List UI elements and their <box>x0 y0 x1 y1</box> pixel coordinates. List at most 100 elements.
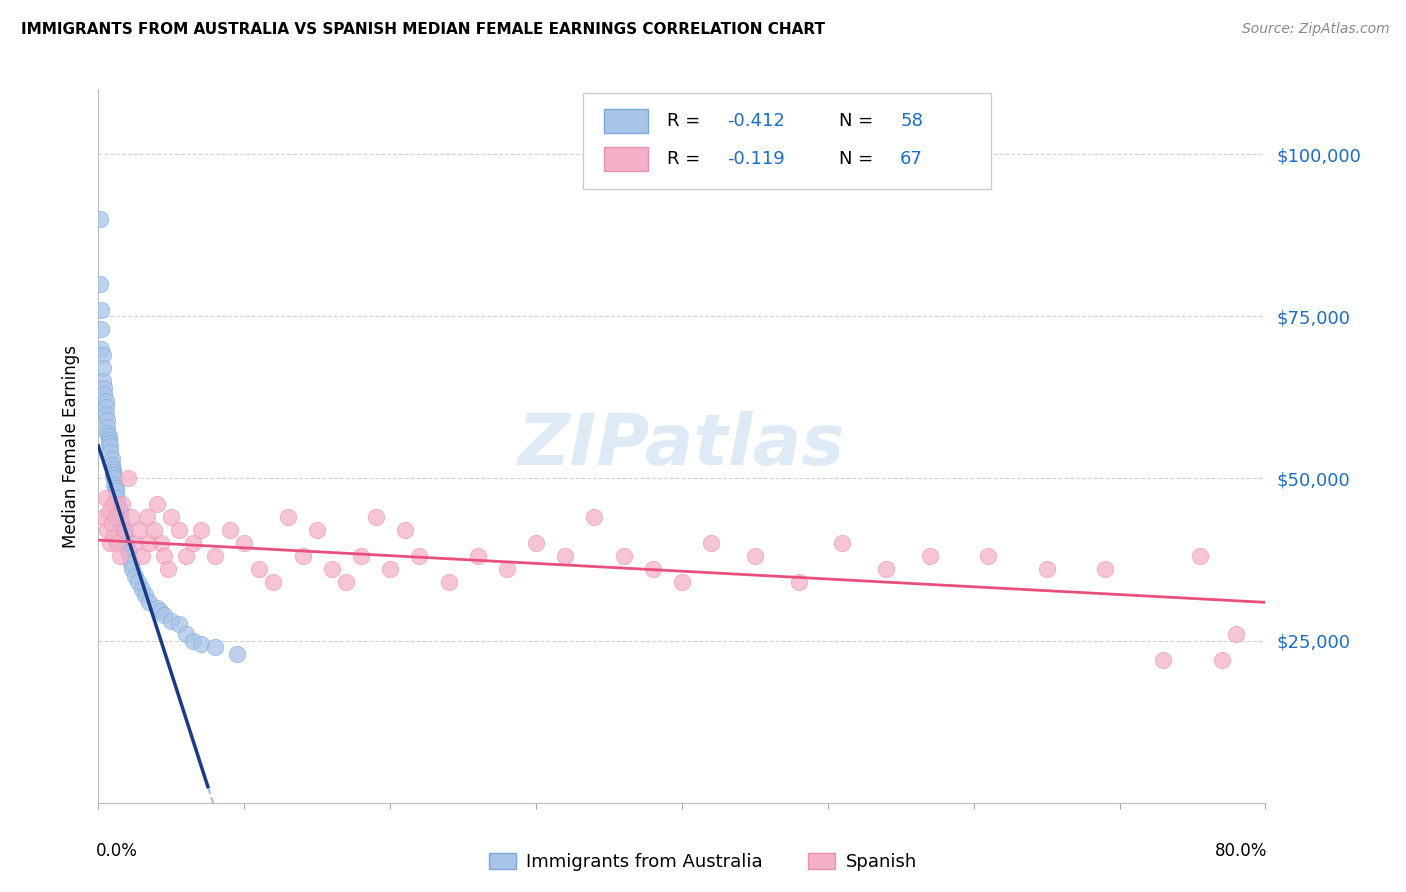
Point <box>127 575 149 590</box>
Point <box>247 562 270 576</box>
Point <box>94 400 117 414</box>
Text: ZIPatlas: ZIPatlas <box>519 411 845 481</box>
Point <box>153 549 176 564</box>
Point <box>142 524 165 538</box>
Point <box>98 439 121 453</box>
Point <box>93 510 115 524</box>
Point <box>101 468 124 483</box>
Point <box>124 568 146 582</box>
Point <box>93 387 115 401</box>
Text: N =: N = <box>839 112 879 130</box>
Point <box>408 549 430 564</box>
Point <box>128 524 150 538</box>
Point <box>700 536 723 550</box>
Point <box>120 556 142 570</box>
Point <box>918 549 941 564</box>
Point <box>100 452 122 467</box>
Point <box>118 546 141 560</box>
Point <box>111 516 134 531</box>
Point <box>160 614 183 628</box>
Point <box>1211 653 1233 667</box>
Point <box>174 627 197 641</box>
Point <box>138 595 160 609</box>
Point <box>100 516 122 531</box>
Point <box>110 510 132 524</box>
Point <box>90 322 112 336</box>
Point <box>524 536 547 550</box>
Text: 67: 67 <box>900 150 922 168</box>
Point <box>1094 562 1116 576</box>
Text: 80.0%: 80.0% <box>1215 842 1268 860</box>
Point <box>977 549 1000 564</box>
Point <box>744 549 766 564</box>
Point <box>101 497 124 511</box>
Point <box>641 562 664 576</box>
Text: R =: R = <box>666 150 706 168</box>
Point <box>467 549 489 564</box>
Point <box>101 461 124 475</box>
Point <box>204 640 226 654</box>
Point <box>131 549 153 564</box>
Point <box>105 497 128 511</box>
Text: 0.0%: 0.0% <box>96 842 138 860</box>
Point <box>1188 549 1211 564</box>
Point <box>105 491 128 505</box>
Point <box>93 381 115 395</box>
Point <box>120 510 142 524</box>
Point <box>121 562 143 576</box>
Point <box>90 302 112 317</box>
Text: -0.119: -0.119 <box>727 150 785 168</box>
Text: 58: 58 <box>900 112 922 130</box>
Point <box>875 562 897 576</box>
Text: -0.412: -0.412 <box>727 112 786 130</box>
Point <box>554 549 576 564</box>
Point <box>150 536 173 550</box>
Point <box>181 633 204 648</box>
Point <box>583 510 606 524</box>
Point <box>787 575 810 590</box>
Point <box>98 445 121 459</box>
Point <box>174 549 197 564</box>
Point <box>97 504 120 518</box>
Point <box>103 471 125 485</box>
Point <box>96 524 118 538</box>
Point <box>108 500 131 515</box>
Point <box>167 524 190 538</box>
Point <box>100 458 122 473</box>
Point <box>94 407 117 421</box>
Point <box>124 536 146 550</box>
Point <box>104 484 127 499</box>
Point <box>831 536 853 550</box>
Point <box>112 524 135 538</box>
Point <box>135 510 157 524</box>
Text: Source: ZipAtlas.com: Source: ZipAtlas.com <box>1241 22 1389 37</box>
Point <box>114 530 136 544</box>
Point <box>149 604 172 618</box>
Point <box>218 524 240 538</box>
FancyBboxPatch shape <box>603 147 648 171</box>
Point <box>91 361 114 376</box>
Point <box>671 575 693 590</box>
Point <box>103 478 125 492</box>
Point <box>89 211 111 226</box>
Point <box>117 542 139 557</box>
Point <box>131 582 153 596</box>
FancyBboxPatch shape <box>582 93 991 189</box>
Point <box>233 536 256 550</box>
Point <box>262 575 284 590</box>
Point <box>153 607 176 622</box>
Point <box>97 433 120 447</box>
Point <box>91 348 114 362</box>
Point <box>496 562 519 576</box>
Point <box>98 536 121 550</box>
Point <box>104 510 127 524</box>
Point <box>157 562 180 576</box>
Point <box>96 413 118 427</box>
Y-axis label: Median Female Earnings: Median Female Earnings <box>62 344 80 548</box>
FancyBboxPatch shape <box>603 109 648 134</box>
Point <box>110 504 132 518</box>
Point <box>138 536 160 550</box>
Point <box>146 601 169 615</box>
Point <box>146 497 169 511</box>
Point <box>97 429 120 443</box>
